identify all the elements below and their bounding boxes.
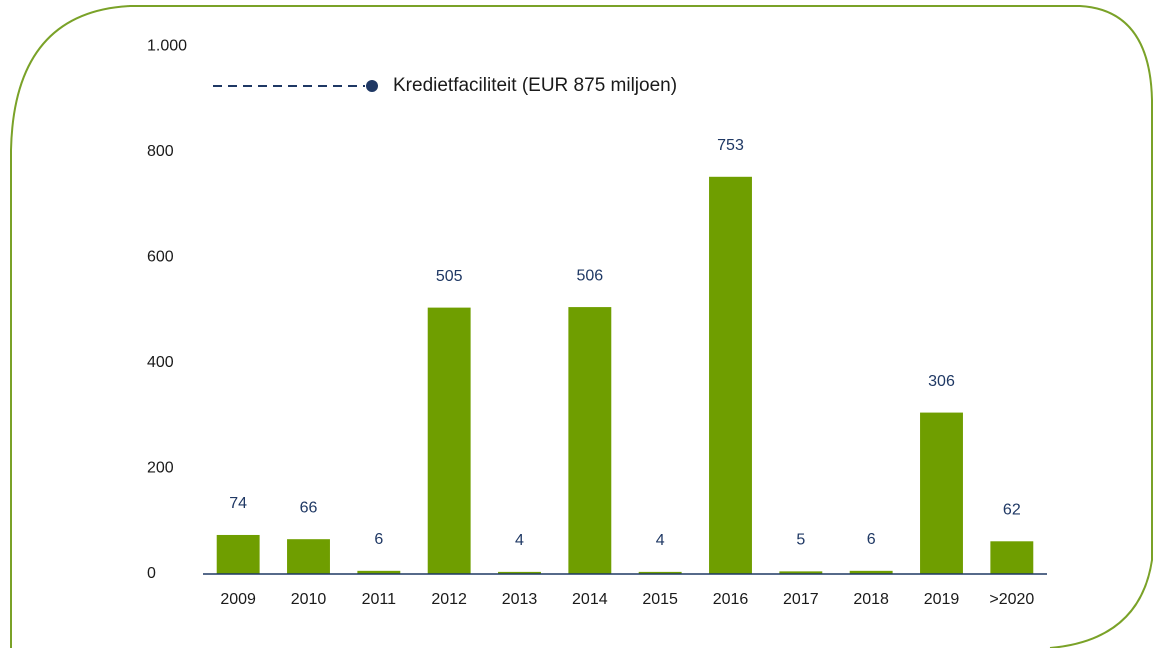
bar <box>498 571 541 574</box>
x-tick-label: 2017 <box>783 591 819 608</box>
value-label: 306 <box>928 373 955 390</box>
x-tick-label: 2012 <box>431 591 467 608</box>
x-tick-label: 2018 <box>853 591 889 608</box>
bar <box>638 571 682 574</box>
x-tick-label: 2011 <box>362 591 397 608</box>
value-label: 4 <box>656 532 665 549</box>
y-tick-label: 400 <box>147 354 174 371</box>
bar <box>427 307 471 574</box>
frame <box>10 5 1153 648</box>
legend-label: Kredietfaciliteit (EUR 875 miljoen) <box>393 75 677 96</box>
bar <box>287 539 330 574</box>
value-label: 506 <box>576 267 603 284</box>
x-tick-label: 2016 <box>713 591 749 608</box>
bar <box>709 176 752 575</box>
y-tick-label: 200 <box>147 460 174 477</box>
x-tick-label: 2010 <box>291 591 327 608</box>
value-label: 753 <box>717 137 744 154</box>
x-tick-label: 2015 <box>642 591 678 608</box>
bar <box>216 534 260 574</box>
bar <box>568 307 612 574</box>
bar <box>990 541 1034 574</box>
y-tick-label: 0 <box>147 565 156 582</box>
x-tick-label: 2009 <box>220 591 256 608</box>
value-label: 66 <box>300 499 318 516</box>
bar <box>357 570 401 574</box>
value-label: 5 <box>796 532 805 549</box>
y-tick-label: 600 <box>147 249 174 266</box>
value-label: 6 <box>374 531 383 548</box>
x-tick-label: >2020 <box>989 591 1034 608</box>
bar <box>849 570 893 574</box>
legend-dot <box>366 80 378 92</box>
bar <box>920 412 963 574</box>
y-tick-label: 800 <box>147 143 174 160</box>
y-tick-label: 1.000 <box>147 38 187 55</box>
value-label: 74 <box>229 495 247 512</box>
x-tick-label: 2014 <box>572 591 608 608</box>
value-label: 62 <box>1003 502 1021 519</box>
x-tick-label: 2019 <box>924 591 960 608</box>
value-label: 4 <box>515 532 524 549</box>
value-label: 6 <box>867 531 876 548</box>
value-label: 505 <box>436 268 463 285</box>
bar <box>779 571 823 574</box>
x-tick-label: 2013 <box>502 591 538 608</box>
